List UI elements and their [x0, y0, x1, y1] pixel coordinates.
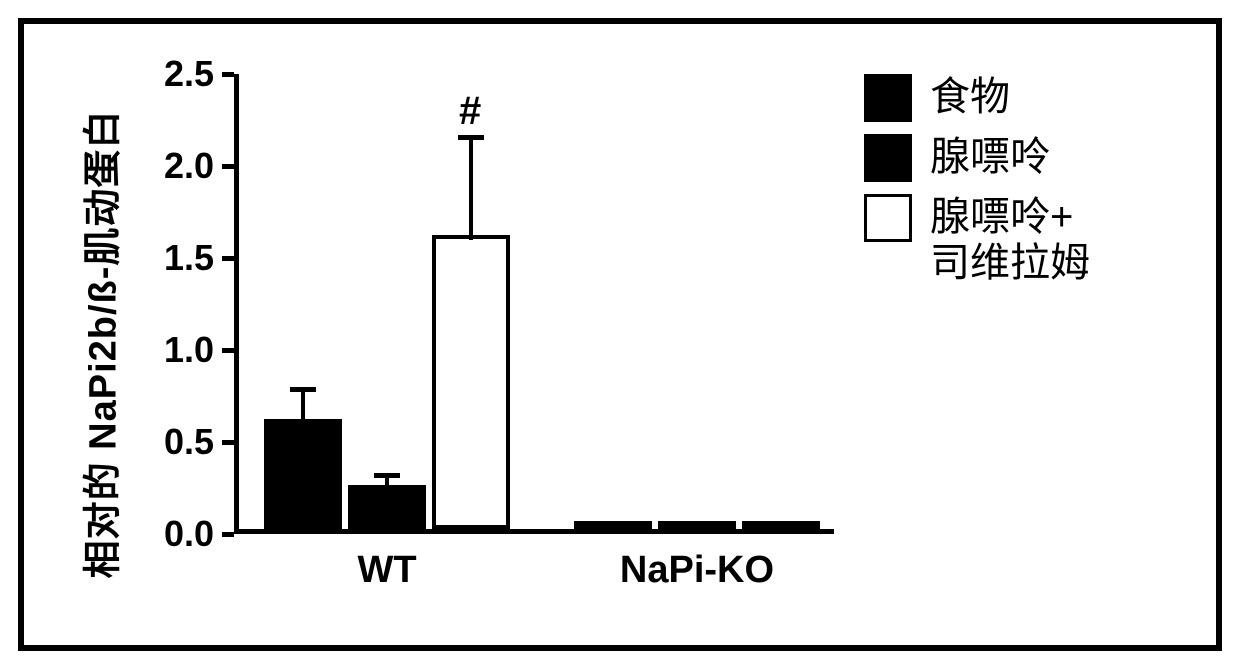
y-tick-label: 2.0: [164, 145, 214, 187]
y-tick: [222, 440, 234, 445]
error-cap: [374, 473, 400, 478]
legend: 食物腺嘌呤腺嘌呤+司维拉姆: [864, 74, 1090, 298]
legend-label: 腺嘌呤+司维拉姆: [930, 194, 1090, 286]
x-group-label: WT: [264, 549, 510, 592]
error-cap: [458, 135, 484, 140]
error-cap: [290, 387, 316, 392]
bar: [574, 521, 652, 529]
y-axis: [234, 74, 239, 534]
y-tick: [222, 348, 234, 353]
y-axis-label: 相对的 NaPi2b/ß-肌动蛋白: [72, 110, 127, 579]
legend-label: 腺嘌呤: [930, 134, 1050, 180]
legend-swatch: [864, 74, 912, 122]
bar: [264, 419, 342, 529]
chart-frame: 相对的 NaPi2b/ß-肌动蛋白 0.00.51.01.52.02.5#WTN…: [18, 18, 1222, 651]
y-tick-label: 2.5: [164, 53, 214, 95]
y-tick-label: 0.5: [164, 421, 214, 463]
legend-label: 食物: [930, 74, 1010, 120]
x-axis: [234, 529, 834, 534]
legend-swatch: [864, 194, 912, 242]
bar: [658, 521, 736, 529]
bar: [432, 235, 510, 529]
bar: [348, 485, 426, 529]
y-tick-label: 0.0: [164, 513, 214, 555]
y-tick: [222, 72, 234, 77]
legend-item: 食物: [864, 74, 1090, 122]
y-tick-label: 1.0: [164, 329, 214, 371]
annotation-hash: #: [459, 89, 481, 134]
error-bar: [469, 137, 473, 240]
legend-item: 腺嘌呤+司维拉姆: [864, 194, 1090, 286]
legend-swatch: [864, 134, 912, 182]
bar: [742, 521, 820, 529]
x-group-label: NaPi-KO: [574, 549, 820, 592]
plot-region: 0.00.51.01.52.02.5#WTNaPi-KO: [234, 74, 834, 534]
y-tick-label: 1.5: [164, 237, 214, 279]
y-tick: [222, 164, 234, 169]
y-tick: [222, 532, 234, 537]
y-tick: [222, 256, 234, 261]
chart-area: 相对的 NaPi2b/ß-肌动蛋白 0.00.51.01.52.02.5#WTN…: [104, 44, 1204, 634]
error-bar: [301, 389, 305, 424]
legend-item: 腺嘌呤: [864, 134, 1090, 182]
